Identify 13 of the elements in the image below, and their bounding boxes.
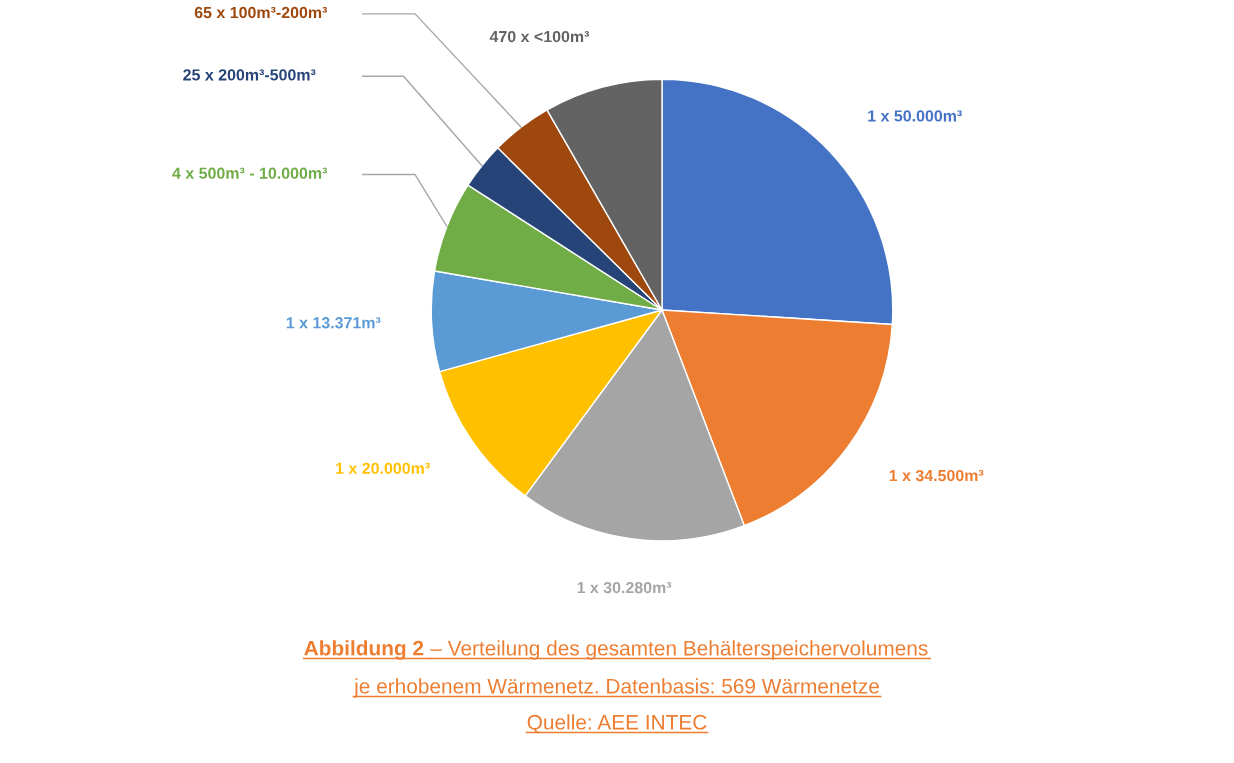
slice-label: 1 x 30.280m³ (577, 581, 672, 594)
source-note: Quelle: AEE INTEC (527, 714, 707, 734)
text: – Verteilung des gesamten Behälterspeichervolumens (430, 640, 928, 660)
slice-label: 1 x 13.371m³ (286, 317, 381, 329)
slice-label: 1 x 50.000m³ (868, 110, 962, 122)
text: Abbildung 2 (304, 640, 424, 660)
slice-label: 1 x 34.500m³ (889, 469, 984, 482)
text: je erhobenem Wärmenetz. Datenbasis: 569 Wärmenetze (353, 678, 879, 698)
slice-label: 1 x 20.000m³ (336, 462, 430, 474)
slice-label: 470 x <100m³ (489, 30, 590, 43)
slice-label: 4 x 500m³ - 10.000m³ (172, 167, 328, 179)
slice-label: 25 x 200m³-500m³ (183, 69, 316, 81)
slice-label: 65 x 100m³-200m³ (194, 6, 328, 19)
